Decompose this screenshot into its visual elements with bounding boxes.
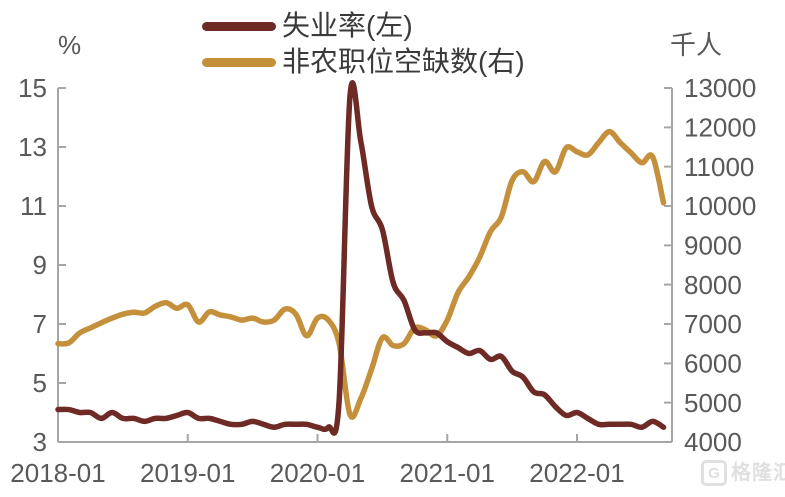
gelonghui-logo-icon: G [701,460,727,486]
left-axis-tick-label: 13 [18,132,47,162]
left-axis-tick-label: 7 [33,309,47,339]
right-axis-tick-label: 5000 [684,388,742,418]
left-axis-tick-label: 3 [33,427,47,457]
x-axis-tick-label: 2019-01 [140,458,235,488]
right-axis-tick-label: 8000 [684,270,742,300]
right-axis-tick-label: 11000 [684,152,754,182]
right-axis-unit-label: 千人 [670,30,723,60]
left-axis-tick-label: 9 [33,250,47,280]
right-axis-tick-label: 4000 [684,427,742,457]
legend: 失业率(左) 非农职位空缺数(右) [202,8,525,80]
left-axis-unit-label: % [58,30,82,60]
x-axis-tick-label: 2018-01 [10,458,105,488]
right-axis-tick-label: 12000 [684,112,756,142]
watermark-text: 格隆汇 [731,462,785,484]
right-axis-tick-label: 9000 [684,230,742,260]
left-axis-tick-label: 11 [20,191,47,221]
right-axis-tick-label: 13000 [684,73,756,103]
watermark-gelonghui: G 格隆汇 [701,460,785,486]
legend-item-unemployment: 失业率(左) [202,8,525,44]
series-unemployment-line [55,80,667,436]
right-axis-tick-label: 6000 [684,348,742,378]
legend-item-job-openings: 非农职位空缺数(右) [202,44,525,80]
left-axis-tick-label: 15 [18,73,47,103]
unemployment-line-swatch [202,21,276,31]
x-axis-tick-label: 2021-01 [400,458,495,488]
axis-ticks [57,87,672,443]
right-axis-tick-label: 7000 [684,309,742,339]
job-openings-line-swatch [202,57,276,67]
x-axis-tick-label: 2020-01 [270,458,365,488]
x-axis-tick-label: 2022-01 [529,458,624,488]
legend-label-job-openings: 非农职位空缺数(右) [282,46,525,77]
series-job-openings-line [55,128,667,420]
left-axis-tick-label: 5 [33,368,47,398]
legend-label-unemployment: 失业率(左) [282,10,413,41]
right-axis-tick-label: 10000 [684,191,756,221]
